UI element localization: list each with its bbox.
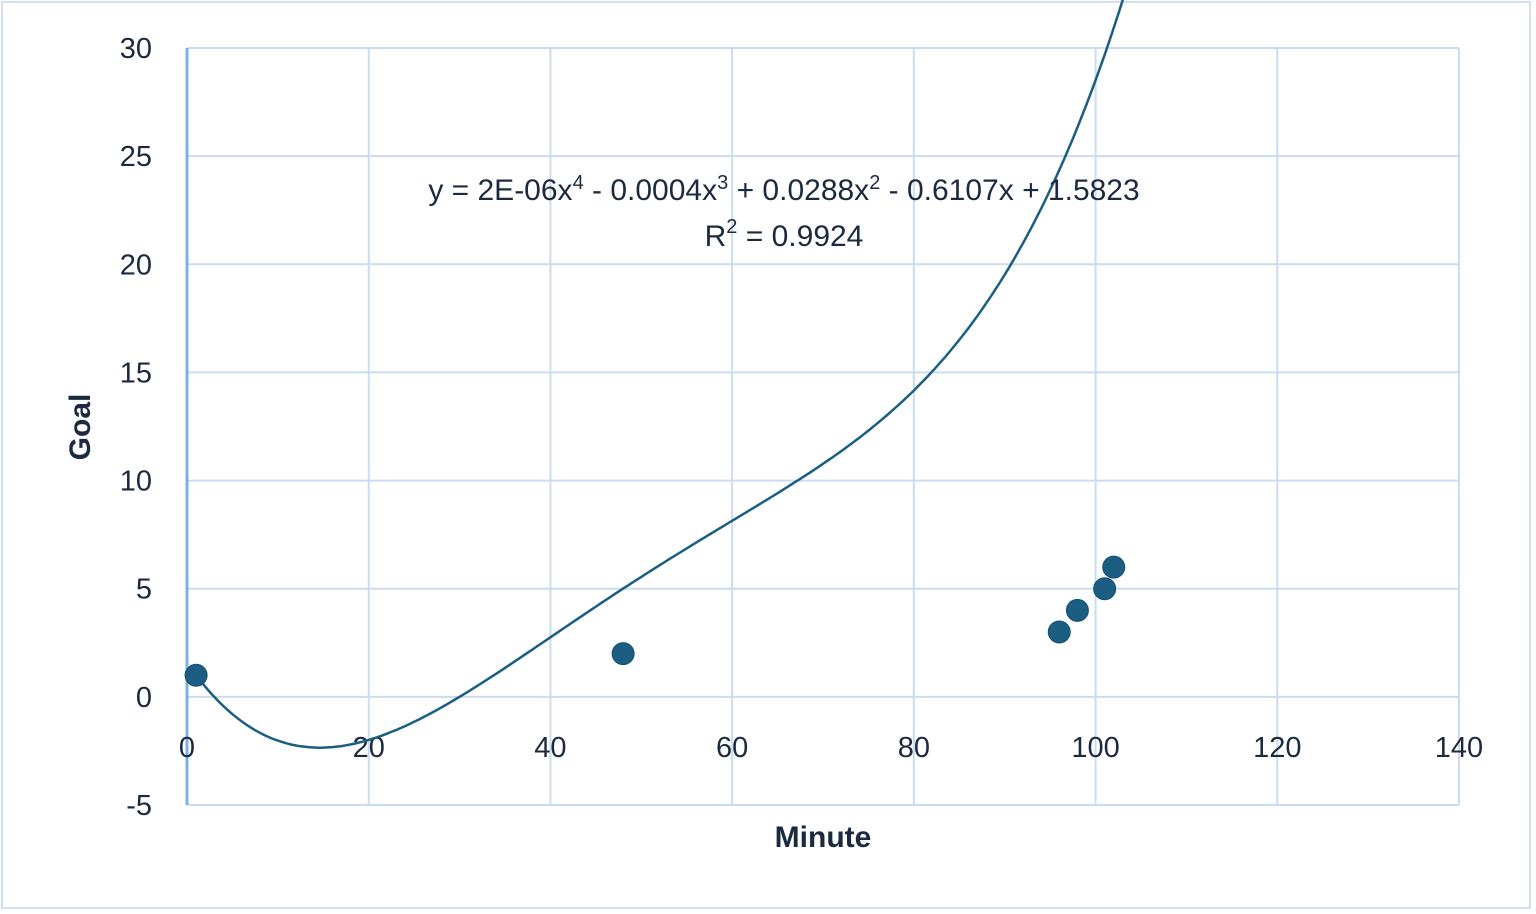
data-point [611,642,635,666]
x-tick-label: 0 [179,732,195,764]
r-squared-label: R2 = 0.9924 [705,216,864,253]
data-point [184,663,208,687]
x-tick-label: 100 [1071,732,1119,764]
y-tick-label: 0 [136,682,152,714]
data-points [184,555,1126,687]
x-tick-label: 60 [716,732,748,764]
data-point [1047,620,1071,644]
y-tick-label: 10 [120,466,152,498]
x-tick-label: 40 [534,732,566,764]
x-axis-title: Minute [775,821,872,854]
data-point [1065,598,1089,622]
y-axis-title: Goal [64,394,97,461]
x-tick-label: 140 [1435,732,1483,764]
x-tick-label: 120 [1253,732,1301,764]
data-point [1102,555,1126,579]
y-tick-label: 30 [120,33,152,65]
gridlines [185,47,1460,806]
trendline [195,0,1125,749]
y-tick-label: 15 [120,357,152,389]
trendline-equation: y = 2E-06x4 - 0.0004x3 + 0.0288x2 - 0.61… [428,172,1139,207]
x-tick-label: 80 [898,732,930,764]
data-point [1093,577,1117,601]
y-tick-label: 20 [120,249,152,281]
y-tick-label: -5 [126,790,152,822]
y-tick-label: 25 [120,141,152,173]
y-tick-label: 5 [136,574,152,606]
